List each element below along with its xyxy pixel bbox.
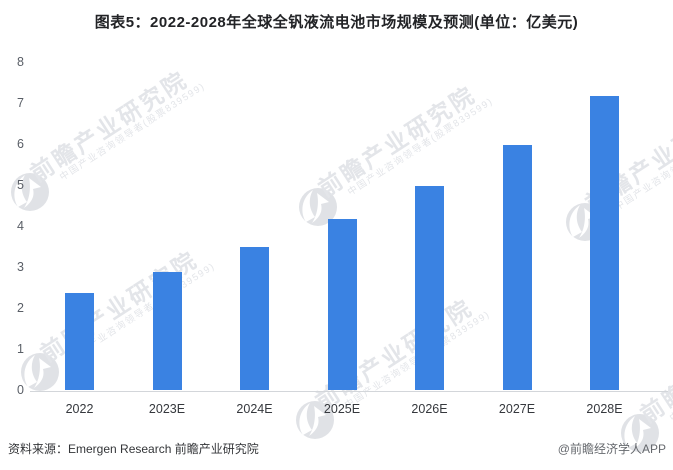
- x-tick-label-2026E: 2026E: [411, 402, 448, 416]
- y-tick-label: 1: [17, 342, 24, 356]
- bar-2026E: [415, 186, 444, 390]
- x-tick-label-2022: 2022: [65, 402, 94, 416]
- bar-2027E: [502, 145, 532, 390]
- y-tick-label: 0: [17, 383, 24, 397]
- y-tick-label: 5: [17, 178, 24, 192]
- chart-title: 图表5：2022-2028年全球全钒液流电池市场规模及预测(单位：亿美元): [94, 14, 579, 31]
- x-tick-label-2027E: 2027E: [498, 402, 536, 416]
- source-text: 资料来源：Emergen Research 前瞻产业研究院: [8, 442, 259, 456]
- x-axis-line: [30, 391, 668, 392]
- y-tick-label: 4: [17, 219, 24, 233]
- credit-text: @前瞻经济学人APP: [557, 442, 666, 456]
- y-tick-label: 8: [17, 55, 24, 69]
- y-tick-label: 3: [17, 260, 24, 274]
- x-tick-label-2028E: 2028E: [586, 402, 623, 416]
- bar-2028E: [590, 96, 619, 390]
- y-tick-label: 6: [17, 137, 24, 151]
- x-tick-label-2025E: 2025E: [323, 402, 361, 416]
- x-tick-label-2023E: 2023E: [148, 402, 186, 416]
- bar-2025E: [327, 219, 357, 390]
- bar-2024E: [240, 247, 269, 390]
- y-tick-label: 7: [17, 96, 24, 110]
- x-tick-label-2024E: 2024E: [236, 402, 273, 416]
- y-tick-label: 2: [17, 301, 24, 315]
- bar-2022: [65, 293, 94, 390]
- bar-2023E: [152, 272, 182, 390]
